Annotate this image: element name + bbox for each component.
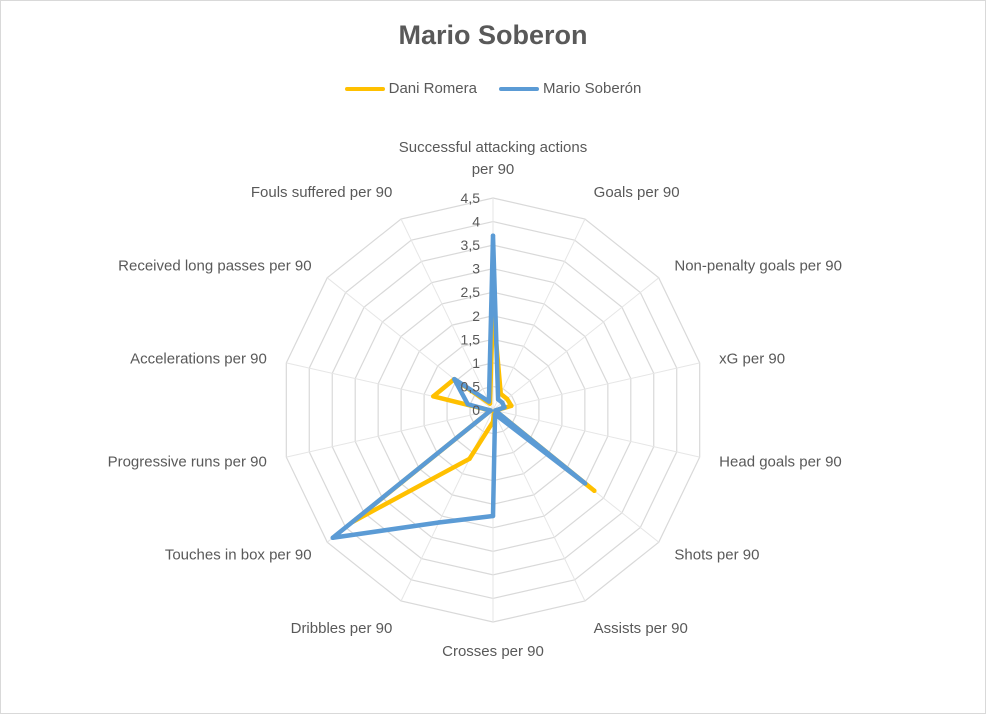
category-label-line: Successful attacking actions xyxy=(399,139,587,156)
category-label-line: per 90 xyxy=(472,161,515,178)
axis-spoke-1 xyxy=(492,218,586,411)
category-label-1: Goals per 90 xyxy=(594,184,680,201)
tick-label-9: 4,5 xyxy=(461,190,481,206)
data-point-series-1-6 xyxy=(492,412,498,417)
data-point-series-1-5 xyxy=(582,481,588,486)
category-label-line: Dribbles per 90 xyxy=(291,620,393,637)
category-label-line: Accelerations per 90 xyxy=(130,350,267,367)
data-point-series-1-13 xyxy=(486,399,492,404)
category-label-line: Touches in box per 90 xyxy=(165,547,312,564)
data-point-series-0-3 xyxy=(509,403,514,409)
data-point-series-1-4 xyxy=(493,408,498,413)
data-point-series-0-5 xyxy=(592,488,597,493)
legend-label-series-1: Mario Soberón xyxy=(542,80,642,97)
axis-spoke-13 xyxy=(400,218,494,411)
category-label-6: Assists per 90 xyxy=(594,620,688,637)
legend: Dani Romera Mario Soberón xyxy=(0,80,986,97)
tick-label-0: 0 xyxy=(472,402,480,418)
axis-spoke-2 xyxy=(492,277,660,411)
legend-swatch-series-1 xyxy=(498,86,539,91)
legend-item-series-1: Mario Soberón xyxy=(498,80,642,97)
data-point-series-1-7 xyxy=(490,513,496,519)
category-label-4: Head goals per 90 xyxy=(719,454,842,471)
category-label-line: Head goals per 90 xyxy=(719,454,842,471)
tick-label-1: 0,5 xyxy=(461,378,481,394)
category-label-line: Shots per 90 xyxy=(674,547,759,564)
tick-label-7: 3,5 xyxy=(461,237,481,253)
category-label-3: xG per 90 xyxy=(719,350,785,367)
category-label-line: Assists per 90 xyxy=(594,620,688,637)
category-label-11: Accelerations per 90 xyxy=(130,350,267,367)
category-label-9: Touches in box per 90 xyxy=(165,547,312,564)
legend-item-series-0: Dani Romera xyxy=(344,80,477,97)
axis-spoke-4 xyxy=(492,409,700,458)
data-point-series-1-3 xyxy=(502,405,507,410)
legend-label-series-0: Dani Romera xyxy=(388,80,477,97)
category-label-line: xG per 90 xyxy=(719,350,785,367)
category-label-line: Received long passes per 90 xyxy=(118,257,311,274)
data-point-series-1-9 xyxy=(330,535,335,540)
category-label-line: Goals per 90 xyxy=(594,184,680,201)
category-label-8: Dribbles per 90 xyxy=(291,620,393,637)
category-label-0: Successful attacking actions per 90 xyxy=(399,139,587,178)
data-point-series-1-2 xyxy=(500,400,505,405)
category-label-5: Shots per 90 xyxy=(674,547,759,564)
axis-spoke-3 xyxy=(492,362,700,411)
category-label-line: Progressive runs per 90 xyxy=(108,454,267,471)
tick-label-8: 4 xyxy=(472,214,480,230)
category-label-10: Progressive runs per 90 xyxy=(108,454,267,471)
data-point-series-1-1 xyxy=(495,397,501,402)
data-point-series-1-11 xyxy=(465,402,470,407)
tick-label-4: 2 xyxy=(472,308,480,324)
category-label-12: Received long passes per 90 xyxy=(118,257,311,274)
data-point-series-1-0 xyxy=(490,233,496,238)
category-label-7: Crosses per 90 xyxy=(442,643,544,660)
data-point-series-0-2 xyxy=(504,396,510,402)
data-point-series-0-8 xyxy=(467,456,472,462)
legend-swatch-series-0 xyxy=(344,86,385,91)
category-label-line: Non-penalty goals per 90 xyxy=(674,257,842,274)
chart-title: Mario Soberon xyxy=(398,20,588,50)
tick-label-6: 3 xyxy=(472,261,480,277)
tick-label-3: 1,5 xyxy=(461,331,481,347)
tick-label-5: 2,5 xyxy=(461,284,481,300)
data-point-series-1-10 xyxy=(488,408,493,413)
category-label-line: Crosses per 90 xyxy=(442,643,544,660)
data-point-series-1-8 xyxy=(436,520,442,525)
data-point-series-1-12 xyxy=(452,376,457,382)
axis-spoke-6 xyxy=(492,409,586,602)
category-label-2: Non-penalty goals per 90 xyxy=(674,257,842,274)
category-label-line: Fouls suffered per 90 xyxy=(251,184,392,201)
data-point-series-0-11 xyxy=(431,394,436,399)
tick-label-2: 1 xyxy=(472,355,480,371)
category-label-13: Fouls suffered per 90 xyxy=(251,184,392,201)
axis-spoke-10 xyxy=(286,409,494,458)
